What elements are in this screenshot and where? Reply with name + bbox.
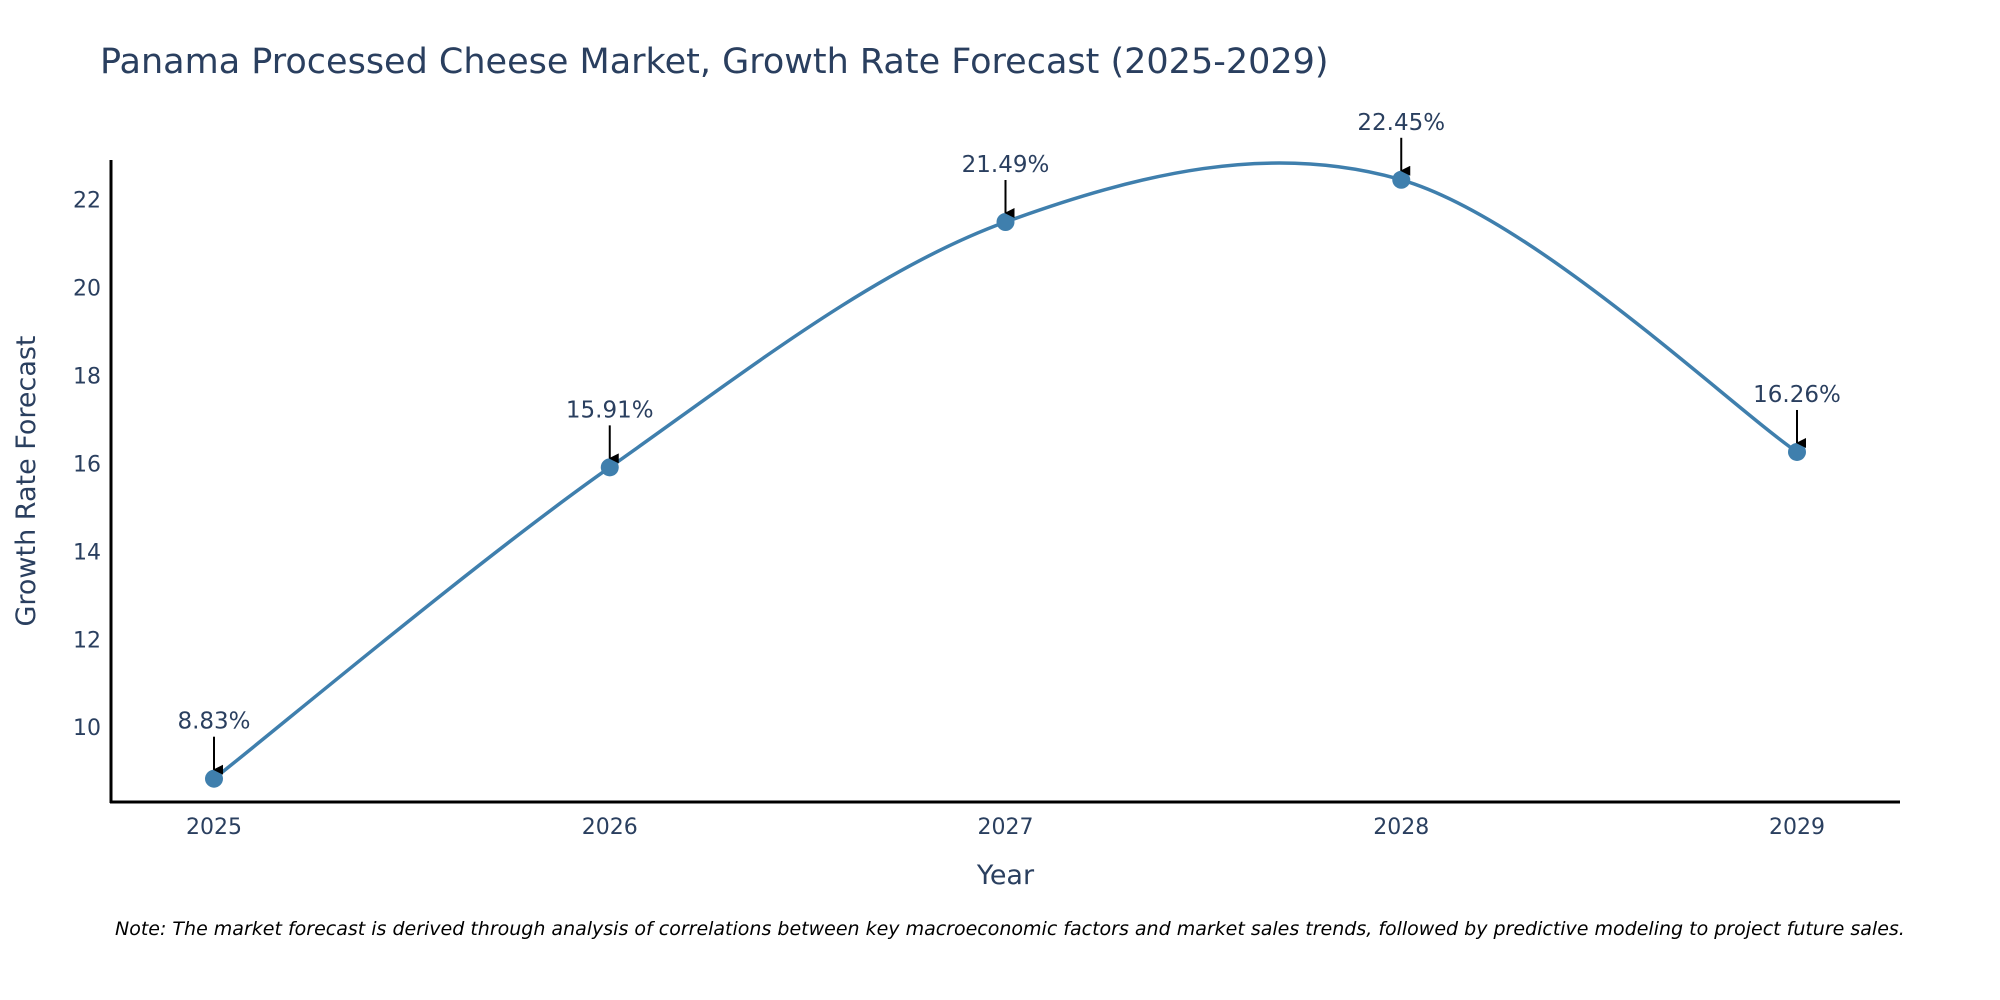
y-tick-label: 10 [73,716,101,741]
data-point [205,769,223,788]
data-point [1788,442,1806,461]
data-label: 16.26% [1753,382,1841,408]
y-tick-label: 18 [73,364,101,389]
chart-title: Panama Processed Cheese Market, Growth R… [100,42,1329,82]
y-axis-title: Growth Rate Forecast [11,335,42,626]
series-line [212,161,1798,781]
data-point [996,213,1015,232]
data-label: 22.45% [1357,110,1445,136]
footnote: Note: The market forecast is derived thr… [115,918,1905,940]
x-axis-title: Year [976,860,1035,891]
data-point [1392,170,1411,189]
x-tick-label: 2025 [186,815,242,840]
y-tick-label: 12 [73,628,101,653]
x-tick-label: 2026 [582,815,638,840]
data-label: 8.83% [177,709,250,735]
x-tick-label: 2028 [1373,815,1429,840]
data-label: 15.91% [566,397,654,423]
y-tick-label: 20 [73,277,101,302]
x-tick-label: 2027 [978,815,1034,840]
y-tick-label: 22 [73,189,101,214]
y-tick-label: 14 [73,540,101,565]
data-label: 21.49% [962,152,1050,178]
x-tick-label: 2029 [1769,815,1825,840]
y-tick-label: 16 [73,452,101,477]
data-point [600,458,619,477]
